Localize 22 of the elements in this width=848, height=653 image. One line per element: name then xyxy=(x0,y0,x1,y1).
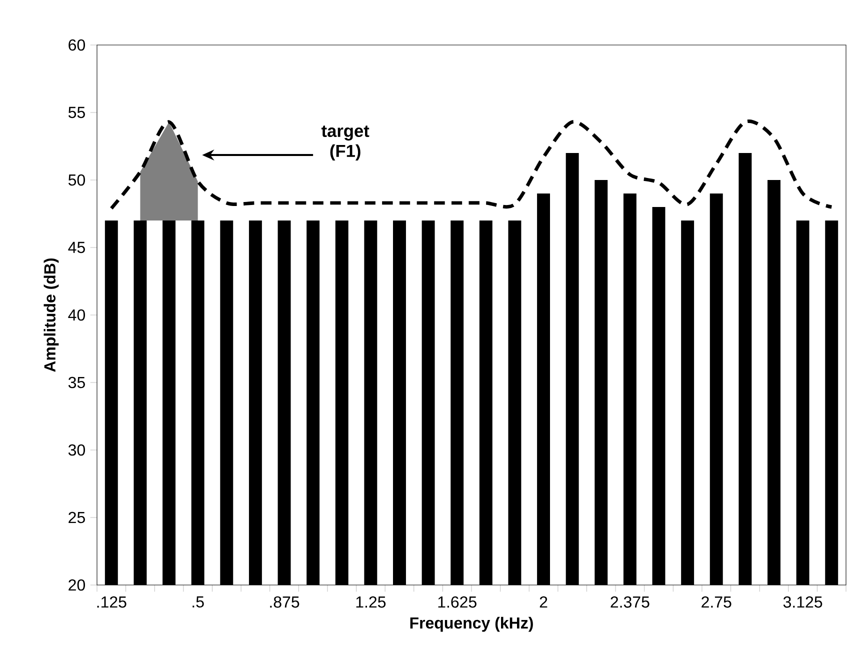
y-tick-label: 30 xyxy=(68,444,86,456)
y-tick-label: 60 xyxy=(68,39,86,51)
y-tick-label: 45 xyxy=(68,242,85,254)
x-tick-label: .875 xyxy=(270,596,300,608)
x-tick-label: 2.375 xyxy=(610,596,650,608)
y-tick-label: 50 xyxy=(68,174,86,186)
x-tick-label: 1.625 xyxy=(438,596,476,608)
annotation: target (F1) xyxy=(321,126,370,160)
y-tick-label: 40 xyxy=(68,309,86,321)
y-axis-title: Amplitude (dB) xyxy=(44,258,59,372)
x-tick-label: 1.25 xyxy=(356,596,386,608)
x-tick-label: 2 xyxy=(540,596,548,608)
x-tick-label: 2.75 xyxy=(702,596,732,608)
y-tick-label: 20 xyxy=(68,579,86,591)
x-tick-label: .5 xyxy=(192,596,204,608)
line-series xyxy=(110,120,834,210)
y-tick-label: 55 xyxy=(68,106,85,118)
y-tick-label: 35 xyxy=(68,376,85,388)
x-axis-title: Frequency (kHz) xyxy=(410,616,533,632)
x-tick-label: .125 xyxy=(97,596,126,608)
y-tick-label: 25 xyxy=(68,512,85,524)
x-tick-label: 3.125 xyxy=(783,596,822,608)
